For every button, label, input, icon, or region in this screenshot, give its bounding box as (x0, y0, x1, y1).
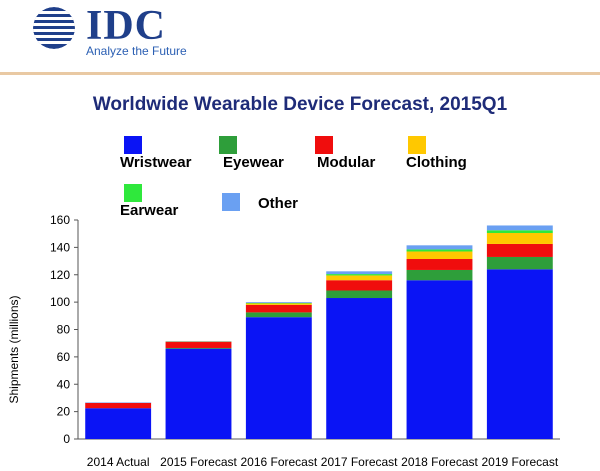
brand-tagline: Analyze the Future (86, 44, 187, 58)
x-tick-label: 2014 Actual (87, 455, 150, 469)
bar-segment-eyewear (406, 269, 473, 281)
legend-swatch-wristwear (124, 136, 142, 154)
bar-segment-other (486, 225, 553, 231)
header: IDC Analyze the Future (0, 0, 600, 72)
bar-segment-wristwear (326, 298, 393, 439)
legend-swatch-clothing (408, 136, 426, 154)
bar-segment-eyewear (165, 347, 232, 349)
legend-swatch-other (222, 193, 240, 211)
bar-segment-clothing (486, 233, 553, 244)
y-tick-label: 140 (50, 240, 70, 254)
legend-label-modular: Modular (317, 154, 376, 171)
bar-segment-other (165, 341, 232, 342)
y-axis-title: Shipments (millions) (7, 295, 21, 403)
legend-label-earwear: Earwear (120, 202, 179, 219)
bar-segment-eyewear (486, 256, 553, 270)
bar-segment-wristwear (486, 269, 553, 439)
legend-label-other: Other (258, 195, 299, 212)
bar-segment-clothing (165, 341, 232, 343)
y-tick-label: 60 (57, 350, 71, 364)
y-tick-label: 0 (63, 432, 70, 446)
y-tick-label: 160 (50, 213, 70, 227)
bar-segment-clothing (326, 275, 393, 281)
bar-segment-earwear (326, 274, 393, 276)
header-divider (0, 72, 600, 75)
y-tick-label: 20 (57, 405, 71, 419)
legend-label-clothing: Clothing (406, 154, 467, 171)
bar-segment-other (85, 402, 152, 403)
y-tick-label: 40 (57, 377, 71, 391)
bar-segment-modular (245, 304, 312, 313)
x-tick-label: 2018 Forecast (401, 455, 478, 469)
bar-segment-modular (165, 341, 232, 348)
x-tick-label: 2016 Forecast (240, 455, 317, 469)
legend-swatch-earwear (124, 184, 142, 202)
bar-segment-wristwear (165, 348, 232, 439)
bar-segment-earwear (245, 302, 312, 304)
bar-segment-modular (406, 259, 473, 270)
bar-segment-wristwear (85, 408, 152, 439)
bar-segment-earwear (406, 249, 473, 252)
bar-segment-earwear (486, 230, 553, 234)
bar-segment-wristwear (406, 280, 473, 439)
bar-segment-eyewear (245, 312, 312, 318)
chart-title: Worldwide Wearable Device Forecast, 2015… (92, 94, 508, 115)
bar-segment-modular (486, 243, 553, 257)
bar-segment-clothing (245, 303, 312, 305)
y-tick-label: 120 (50, 268, 70, 282)
y-tick-label: 80 (57, 323, 71, 337)
x-tick-label: 2015 Forecast (160, 455, 237, 469)
bar-segment-other (406, 245, 473, 250)
bar-segment-modular (85, 402, 152, 409)
bar-segment-clothing (406, 251, 473, 260)
globe-icon (33, 7, 75, 49)
bar-segment-other (245, 302, 312, 303)
legend-label-wristwear: Wristwear (120, 154, 192, 171)
legend-swatch-eyewear (219, 136, 237, 154)
bar-segment-other (326, 271, 393, 275)
bar-segment-wristwear (245, 317, 312, 439)
bar-segment-modular (326, 280, 393, 291)
legend-label-eyewear: Eyewear (223, 154, 284, 171)
x-tick-label: 2017 Forecast (321, 455, 398, 469)
bar-segment-eyewear (326, 290, 393, 299)
brand-logo-text: IDC (86, 3, 167, 49)
y-tick-label: 100 (50, 295, 70, 309)
x-tick-label: 2019 Forecast (481, 455, 558, 469)
legend-swatch-modular (315, 136, 333, 154)
